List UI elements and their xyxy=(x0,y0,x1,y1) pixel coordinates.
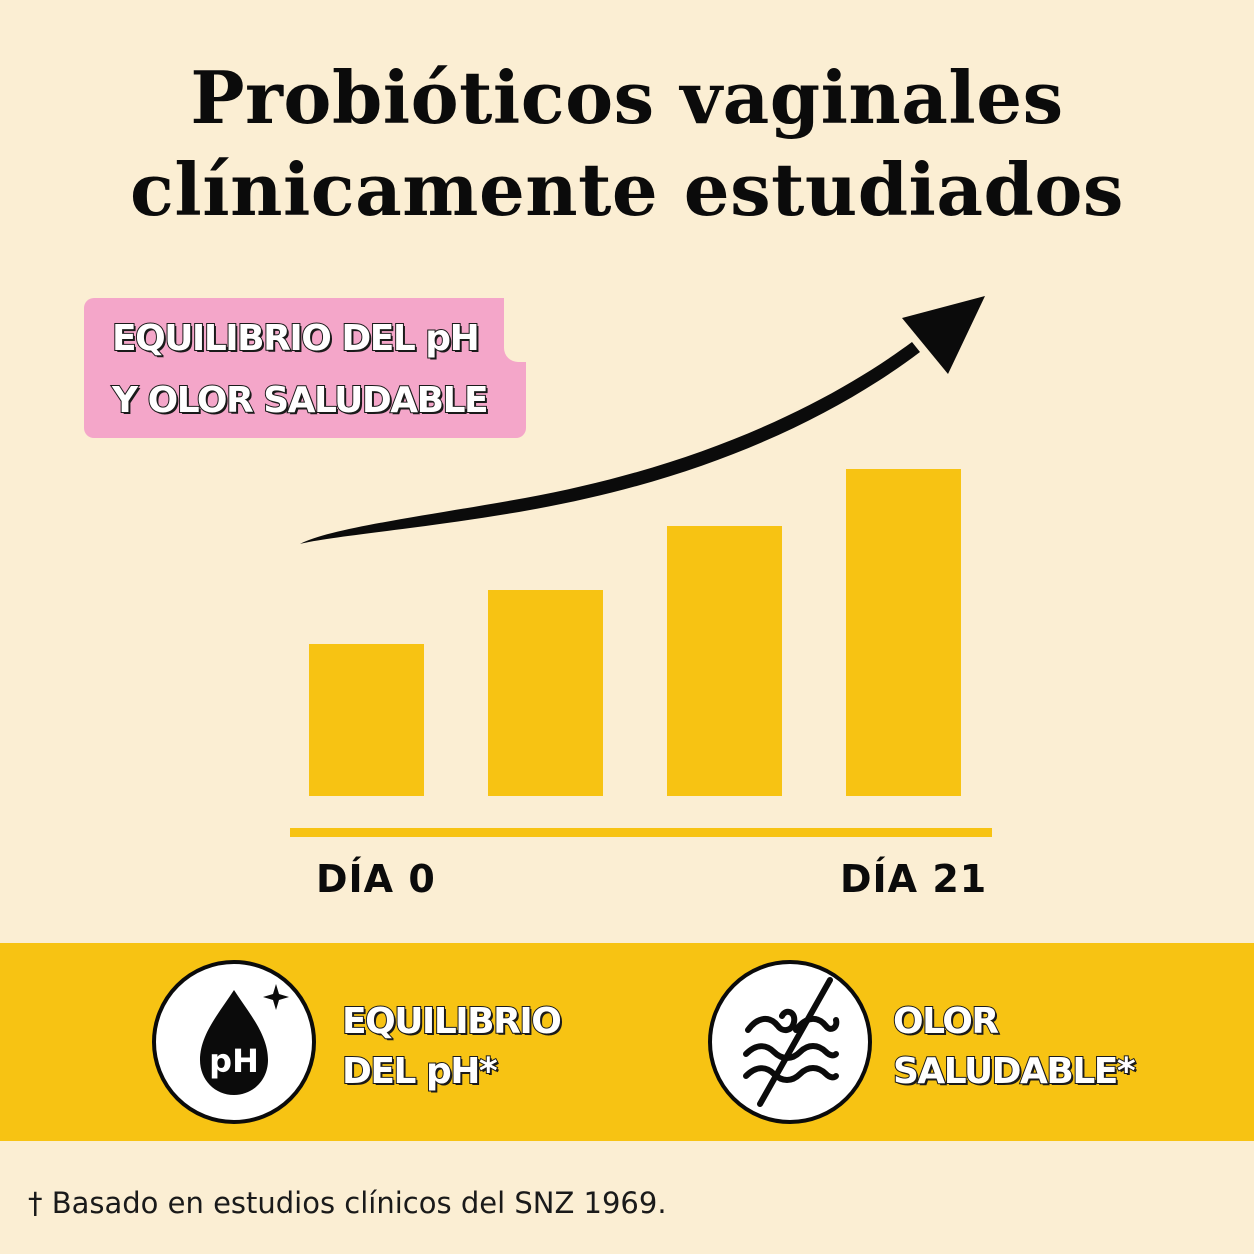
callout-notch xyxy=(504,298,534,362)
callout-line-2: Y OLOR SALUDABLE xyxy=(111,379,490,422)
trend-arrow-icon xyxy=(300,296,985,544)
healthy-odor-text: OLOR SALUDABLE* xyxy=(892,997,1137,1097)
bar-group xyxy=(309,469,961,796)
ph-balance-badge: pH xyxy=(152,960,316,1124)
benefits-band: pH EQUILIBRIO DEL pH* OLOR SALUDABLE* xyxy=(0,943,1254,1141)
chart-baseline xyxy=(290,828,992,837)
page-title: Probióticos vaginales clínicamente estud… xyxy=(0,52,1254,236)
healthy-odor-badge xyxy=(708,960,872,1124)
ph-drop-icon: pH xyxy=(200,984,289,1095)
bar-1 xyxy=(309,644,424,796)
x-axis-start-label: DÍA 0 xyxy=(316,857,436,901)
bar-2 xyxy=(488,590,603,796)
title-line-1: Probióticos vaginales xyxy=(190,55,1064,140)
ph-balance-line-1: EQUILIBRIO xyxy=(341,1000,563,1043)
healthy-odor-line-2: SALUDABLE* xyxy=(892,1050,1137,1093)
callout-line-1: EQUILIBRIO DEL pH xyxy=(111,317,481,360)
bar-chart xyxy=(290,296,992,837)
ph-balance-text: EQUILIBRIO DEL pH* xyxy=(341,997,563,1097)
ph-balance-line-2: DEL pH* xyxy=(341,1050,499,1093)
footnote: † Basado en estudios clínicos del SNZ 19… xyxy=(28,1186,667,1220)
healthy-odor-line-1: OLOR xyxy=(892,1000,1000,1043)
bar-4 xyxy=(846,469,961,796)
no-odor-icon xyxy=(743,977,840,1107)
bar-3 xyxy=(667,526,782,796)
x-axis-end-label: DÍA 21 xyxy=(840,857,988,901)
callout-badge: EQUILIBRIO DEL pH Y OLOR SALUDABLE xyxy=(84,298,534,438)
title-line-2: clínicamente estudiados xyxy=(130,147,1124,232)
ph-drop-label: pH xyxy=(209,1042,259,1080)
sparkle-icon xyxy=(263,984,289,1010)
